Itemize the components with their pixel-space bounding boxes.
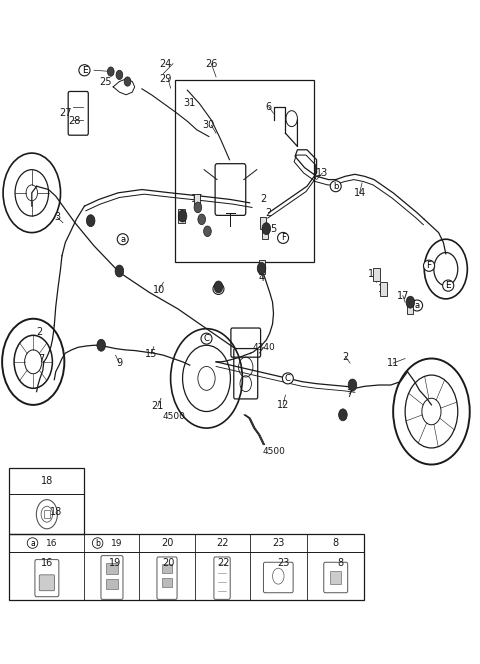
Bar [263,226,268,238]
Text: 1: 1 [378,284,384,294]
Text: b: b [333,182,338,191]
Text: 18: 18 [41,476,53,486]
Bar [330,571,341,584]
Text: E: E [445,281,451,290]
Circle shape [194,202,202,212]
Text: 20: 20 [162,558,174,568]
Bar [162,578,172,588]
Text: 3: 3 [54,212,60,222]
Text: 2: 2 [260,195,266,205]
Text: 19: 19 [108,558,121,568]
Bar [373,268,380,281]
Text: C: C [285,374,291,383]
Bar [9,534,364,600]
Text: 23: 23 [277,558,289,568]
Text: 26: 26 [205,58,217,68]
Circle shape [198,214,205,224]
Circle shape [115,265,124,277]
Text: 28: 28 [69,116,81,126]
Circle shape [214,281,223,293]
Text: 19: 19 [111,539,122,548]
Bar [162,564,172,573]
Text: 22: 22 [216,538,228,548]
Text: 25: 25 [99,76,111,86]
Circle shape [116,70,123,80]
Text: a: a [415,301,420,310]
Circle shape [406,296,415,308]
Text: F: F [427,261,432,270]
Circle shape [257,262,266,274]
Circle shape [97,339,106,351]
Text: 18: 18 [49,507,62,517]
Text: C: C [204,334,209,343]
Text: 31: 31 [184,98,196,108]
FancyBboxPatch shape [39,575,55,591]
Text: a: a [216,284,221,293]
Text: 2: 2 [36,327,42,337]
Text: 24: 24 [160,58,172,68]
Bar [260,216,266,228]
Text: 20: 20 [161,538,173,548]
Text: 11: 11 [387,358,399,368]
Text: 23: 23 [272,538,285,548]
Text: 6: 6 [265,102,272,112]
Bar [194,193,200,205]
Circle shape [124,77,131,86]
Text: 15: 15 [145,349,157,359]
Circle shape [108,67,114,76]
Bar [407,301,413,314]
Text: 27: 27 [59,108,72,118]
Circle shape [338,409,347,421]
Circle shape [204,226,211,236]
Bar [9,468,84,534]
Circle shape [262,222,271,234]
Text: 7: 7 [38,353,45,363]
Text: 8: 8 [337,558,344,568]
Text: 1: 1 [407,304,413,314]
Bar [44,510,50,518]
Text: 5: 5 [270,224,276,234]
Bar [178,208,185,223]
Text: 4500: 4500 [262,447,285,456]
Text: 17: 17 [368,270,380,280]
Text: 30: 30 [203,120,215,130]
Text: 1: 1 [180,213,186,223]
Text: 21: 21 [152,401,164,411]
Bar [380,282,387,295]
Circle shape [86,214,95,226]
Text: 16: 16 [46,539,58,548]
Text: 22: 22 [217,558,229,568]
Text: 17: 17 [396,291,409,301]
Text: 13: 13 [316,168,328,178]
Bar [175,80,314,262]
Text: 8: 8 [333,538,339,548]
Text: 14: 14 [354,188,366,198]
Text: 10: 10 [153,286,165,295]
Text: E: E [82,66,87,75]
Text: a: a [120,235,125,244]
Bar [106,563,118,574]
Text: 29: 29 [160,74,172,84]
Text: 4: 4 [258,273,264,283]
Text: 12: 12 [277,400,289,410]
Text: 17: 17 [191,195,203,205]
Text: 2: 2 [342,351,348,361]
Text: F: F [281,234,286,242]
Circle shape [178,210,187,222]
Circle shape [348,379,357,391]
Bar [259,260,265,274]
Text: 16: 16 [41,558,53,568]
Text: 9: 9 [116,358,122,368]
Text: 7: 7 [346,388,352,398]
Text: 2: 2 [265,208,272,218]
Bar [106,579,118,590]
Text: a: a [30,539,35,548]
Text: 4500: 4500 [163,412,185,421]
Text: 4340: 4340 [252,343,276,352]
Text: b: b [95,539,100,548]
